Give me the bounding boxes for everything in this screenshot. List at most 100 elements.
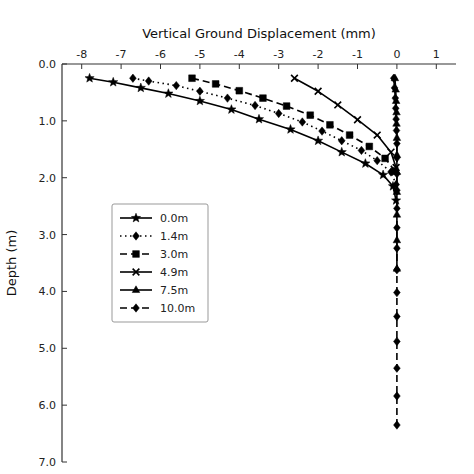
x-tick-label: -6 xyxy=(155,48,166,61)
y-tick-label: 2.0 xyxy=(39,172,57,185)
x-tick-label: 1 xyxy=(433,48,440,61)
legend: 0.0m 1.4m 3.0m 4.9m 7.5m 10.0m xyxy=(112,204,208,322)
point xyxy=(136,83,145,92)
legend-marker xyxy=(133,232,140,240)
x-tick xyxy=(318,64,319,69)
point xyxy=(388,149,395,156)
point xyxy=(283,103,290,110)
point xyxy=(394,139,401,147)
point xyxy=(254,114,263,123)
legend-label: 4.9m xyxy=(160,266,188,279)
point xyxy=(299,118,306,126)
point xyxy=(224,94,231,102)
y-tick xyxy=(62,405,67,406)
legend-marker xyxy=(132,286,140,293)
legend-label: 7.5m xyxy=(160,284,188,297)
legend-label: 10.0m xyxy=(160,302,195,315)
series xyxy=(390,74,400,429)
x-tick-label: 0 xyxy=(393,48,400,61)
point xyxy=(85,73,94,82)
legend-label: 0.0m xyxy=(160,212,188,225)
point xyxy=(374,132,381,139)
point xyxy=(374,156,381,164)
point xyxy=(145,77,152,85)
y-tick-label: 1.0 xyxy=(39,115,57,128)
point xyxy=(394,204,401,212)
point xyxy=(227,105,236,114)
point xyxy=(109,77,118,86)
point xyxy=(164,89,173,98)
point xyxy=(391,84,398,92)
point xyxy=(382,155,389,162)
x-tick xyxy=(396,64,397,69)
point xyxy=(393,115,400,123)
y-tick xyxy=(62,64,67,65)
point xyxy=(394,364,401,372)
y-tick-label: 6.0 xyxy=(39,399,57,412)
point xyxy=(260,95,267,102)
point xyxy=(334,102,341,109)
point xyxy=(393,126,400,134)
point xyxy=(291,75,298,82)
point xyxy=(392,104,399,112)
axes: -8-7-6-5-4-3-2-1010.01.02.03.04.05.06.07… xyxy=(39,48,457,469)
y-tick xyxy=(62,234,67,235)
y-axis-line xyxy=(61,64,62,462)
point xyxy=(354,116,361,123)
x-tick-label: -3 xyxy=(273,48,284,61)
x-axis-label: Vertical Ground Displacement (mm) xyxy=(142,26,376,41)
x-tick xyxy=(121,64,122,69)
point xyxy=(394,244,401,252)
legend-marker xyxy=(131,213,140,222)
x-tick xyxy=(436,64,437,69)
point xyxy=(315,88,322,95)
y-tick-label: 3.0 xyxy=(39,229,57,242)
point xyxy=(195,96,204,105)
point xyxy=(394,224,401,232)
y-tick-label: 5.0 xyxy=(39,342,57,355)
point xyxy=(286,125,295,134)
point xyxy=(275,109,282,117)
point xyxy=(394,186,401,194)
y-tick-label: 7.0 xyxy=(39,456,57,469)
x-tick-label: -4 xyxy=(234,48,245,61)
point xyxy=(236,87,243,94)
point xyxy=(379,170,388,179)
point xyxy=(358,146,365,154)
series xyxy=(130,74,400,189)
y-tick-label: 4.0 xyxy=(39,285,57,298)
point xyxy=(130,74,137,82)
point xyxy=(338,137,345,145)
y-tick xyxy=(62,177,67,178)
legend-label: 3.0m xyxy=(160,248,188,261)
x-tick xyxy=(278,64,279,69)
point xyxy=(394,337,401,345)
point xyxy=(394,421,401,429)
legend-marker xyxy=(133,251,140,258)
point xyxy=(197,87,204,95)
legend-box xyxy=(112,204,208,322)
point xyxy=(392,94,399,102)
series xyxy=(85,73,401,204)
x-tick-label: -2 xyxy=(313,48,324,61)
point xyxy=(307,112,314,119)
x-tick xyxy=(160,64,161,69)
x-tick xyxy=(81,64,82,69)
x-tick-label: -5 xyxy=(194,48,205,61)
y-axis-label: Depth (m) xyxy=(4,230,19,297)
x-tick xyxy=(239,64,240,69)
legend-marker xyxy=(133,304,140,312)
point xyxy=(390,74,397,82)
y-tick xyxy=(62,348,67,349)
x-tick-label: -7 xyxy=(116,48,127,61)
x-tick xyxy=(357,64,358,69)
point xyxy=(394,266,401,274)
point xyxy=(394,392,401,400)
x-tick-label: -8 xyxy=(76,48,87,61)
y-tick xyxy=(62,462,67,463)
x-tick xyxy=(199,64,200,69)
legend-label: 1.4m xyxy=(160,230,188,243)
point xyxy=(394,170,401,178)
point xyxy=(212,81,219,88)
point xyxy=(327,121,334,128)
